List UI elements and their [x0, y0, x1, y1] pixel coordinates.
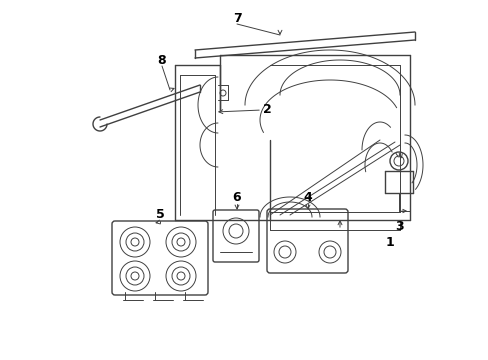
Text: 5: 5 [155, 208, 164, 221]
Text: 3: 3 [394, 220, 403, 234]
Text: 6: 6 [232, 192, 241, 204]
Text: 8: 8 [157, 54, 166, 67]
Text: 1: 1 [385, 235, 393, 248]
Text: 7: 7 [232, 12, 241, 24]
Text: 2: 2 [263, 104, 271, 117]
Text: 4: 4 [303, 192, 312, 204]
